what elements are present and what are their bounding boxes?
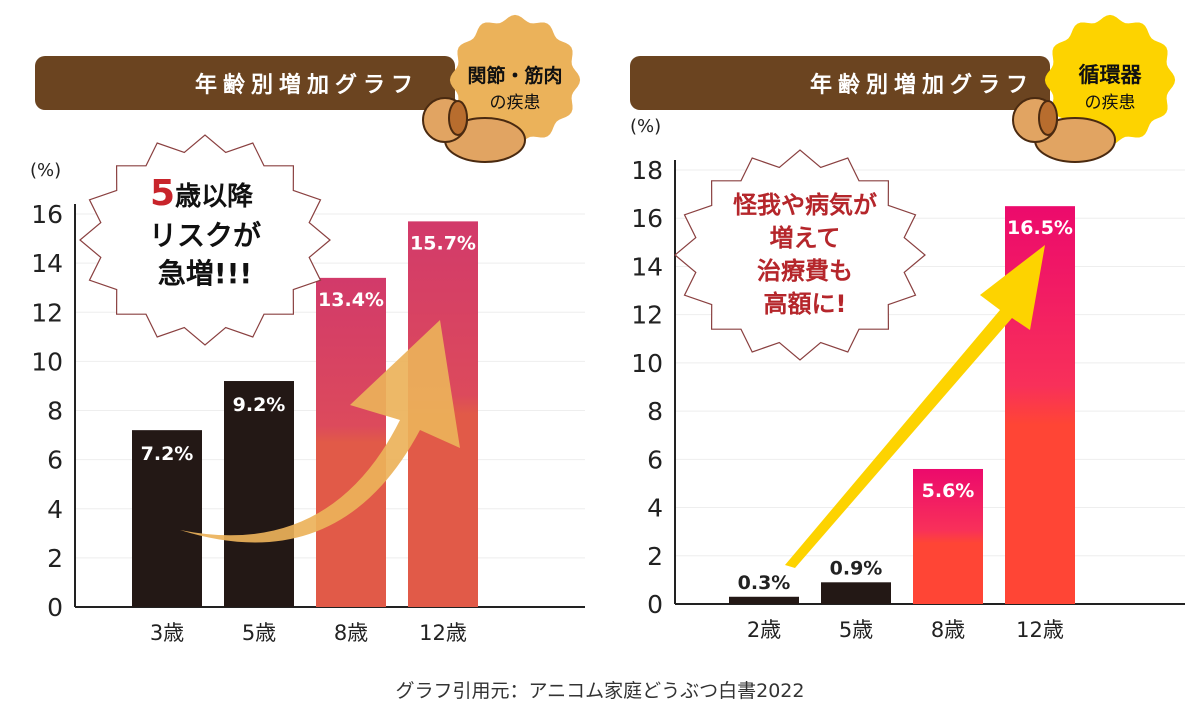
badge-shape [449, 14, 581, 146]
y-tick-label: 0 [647, 590, 663, 619]
dog-ear [448, 100, 468, 136]
callout-line: 急増!!! [158, 257, 252, 290]
y-tick-label: 14 [631, 252, 663, 281]
chart-header [35, 56, 455, 110]
x-tick-label: 12歳 [419, 621, 467, 645]
chart-title: 年齢別増加グラフ [195, 72, 419, 98]
y-tick-label: 4 [47, 495, 63, 524]
y-tick-label: 8 [47, 397, 63, 426]
badge-shape [1044, 14, 1176, 146]
bar-8歳 [913, 468, 983, 604]
y-tick-label: 4 [647, 494, 663, 523]
data-label: 0.9% [830, 557, 883, 579]
left-chart: 年齢別増加グラフ 0 2 4 6 8 10 12 14 16 (%) 7.2% 3歳 9.2% 5歳 13.4… [30, 14, 585, 645]
trend-arrow [785, 245, 1045, 568]
x-tick-label: 5歳 [242, 621, 276, 645]
badge-title: 関節・筋肉 [467, 64, 562, 87]
data-label: 9.2% [233, 394, 286, 416]
callout-line: 治療費も [757, 257, 853, 285]
bar-3歳 [132, 430, 202, 607]
y-tick-label: 14 [31, 249, 63, 278]
y-tick-label: 10 [31, 347, 63, 376]
x-tick-label: 12歳 [1016, 618, 1064, 642]
data-label: 15.7% [410, 232, 476, 254]
badge-subtitle: の疾患 [490, 93, 541, 113]
y-axis-label: (%) [30, 160, 61, 181]
y-axis-label: (%) [630, 116, 661, 137]
data-label: 13.4% [318, 289, 384, 311]
right-chart: 年齢別増加グラフ 0 2 4 6 8 10 12 14 16 18 (%) 0.3% 2歳 0.9% 5歳 5.… [630, 14, 1185, 642]
trend-arrow [180, 320, 460, 543]
dog-icon [422, 97, 526, 163]
chart-title: 年齢別増加グラフ [810, 72, 1034, 98]
callout-line: 増えて [770, 224, 841, 252]
bar-8歳 [316, 277, 386, 607]
callout-bubble [674, 149, 926, 361]
chart-header [630, 56, 1050, 110]
y-tick-label: 0 [47, 593, 63, 622]
bar-5歳 [224, 381, 294, 607]
bar-5歳 [821, 582, 891, 604]
data-label: 5.6% [922, 480, 975, 502]
source-note: グラフ引用元：アニコム家庭どうぶつ白書2022 [396, 680, 805, 702]
dog-ear [1038, 100, 1058, 136]
x-tick-label: 8歳 [931, 618, 965, 642]
callout-line: 高額に! [764, 290, 847, 318]
callout-line: リスクが [149, 219, 261, 252]
callout-bubble [79, 134, 331, 346]
y-tick-label: 10 [631, 349, 663, 378]
badge-title: 循環器 [1079, 63, 1143, 87]
x-tick-label: 3歳 [150, 621, 184, 645]
y-tick-label: 16 [31, 200, 63, 229]
y-tick-label: 12 [631, 301, 663, 330]
callout-line: 怪我や病気が [733, 191, 877, 219]
callout-line: 5歳以降 [150, 173, 254, 214]
data-label: 7.2% [141, 443, 194, 465]
y-tick-label: 18 [631, 156, 663, 185]
y-tick-label: 6 [47, 446, 63, 475]
y-tick-label: 6 [647, 445, 663, 474]
y-tick-label: 2 [47, 544, 63, 573]
callout-text: 歳以降 [175, 182, 254, 212]
x-tick-label: 5歳 [839, 618, 873, 642]
x-tick-label: 2歳 [747, 618, 781, 642]
dog-icon [1012, 97, 1116, 163]
x-tick-label: 8歳 [334, 621, 368, 645]
bar-2歳 [729, 596, 799, 604]
data-label: 0.3% [738, 572, 791, 594]
badge-subtitle: の疾患 [1085, 93, 1136, 113]
y-tick-label: 16 [631, 204, 663, 233]
y-tick-label: 8 [647, 397, 663, 426]
y-tick-label: 12 [31, 298, 63, 327]
data-label: 16.5% [1007, 217, 1073, 239]
y-tick-label: 2 [647, 542, 663, 571]
callout-highlight: 5 [150, 173, 175, 214]
